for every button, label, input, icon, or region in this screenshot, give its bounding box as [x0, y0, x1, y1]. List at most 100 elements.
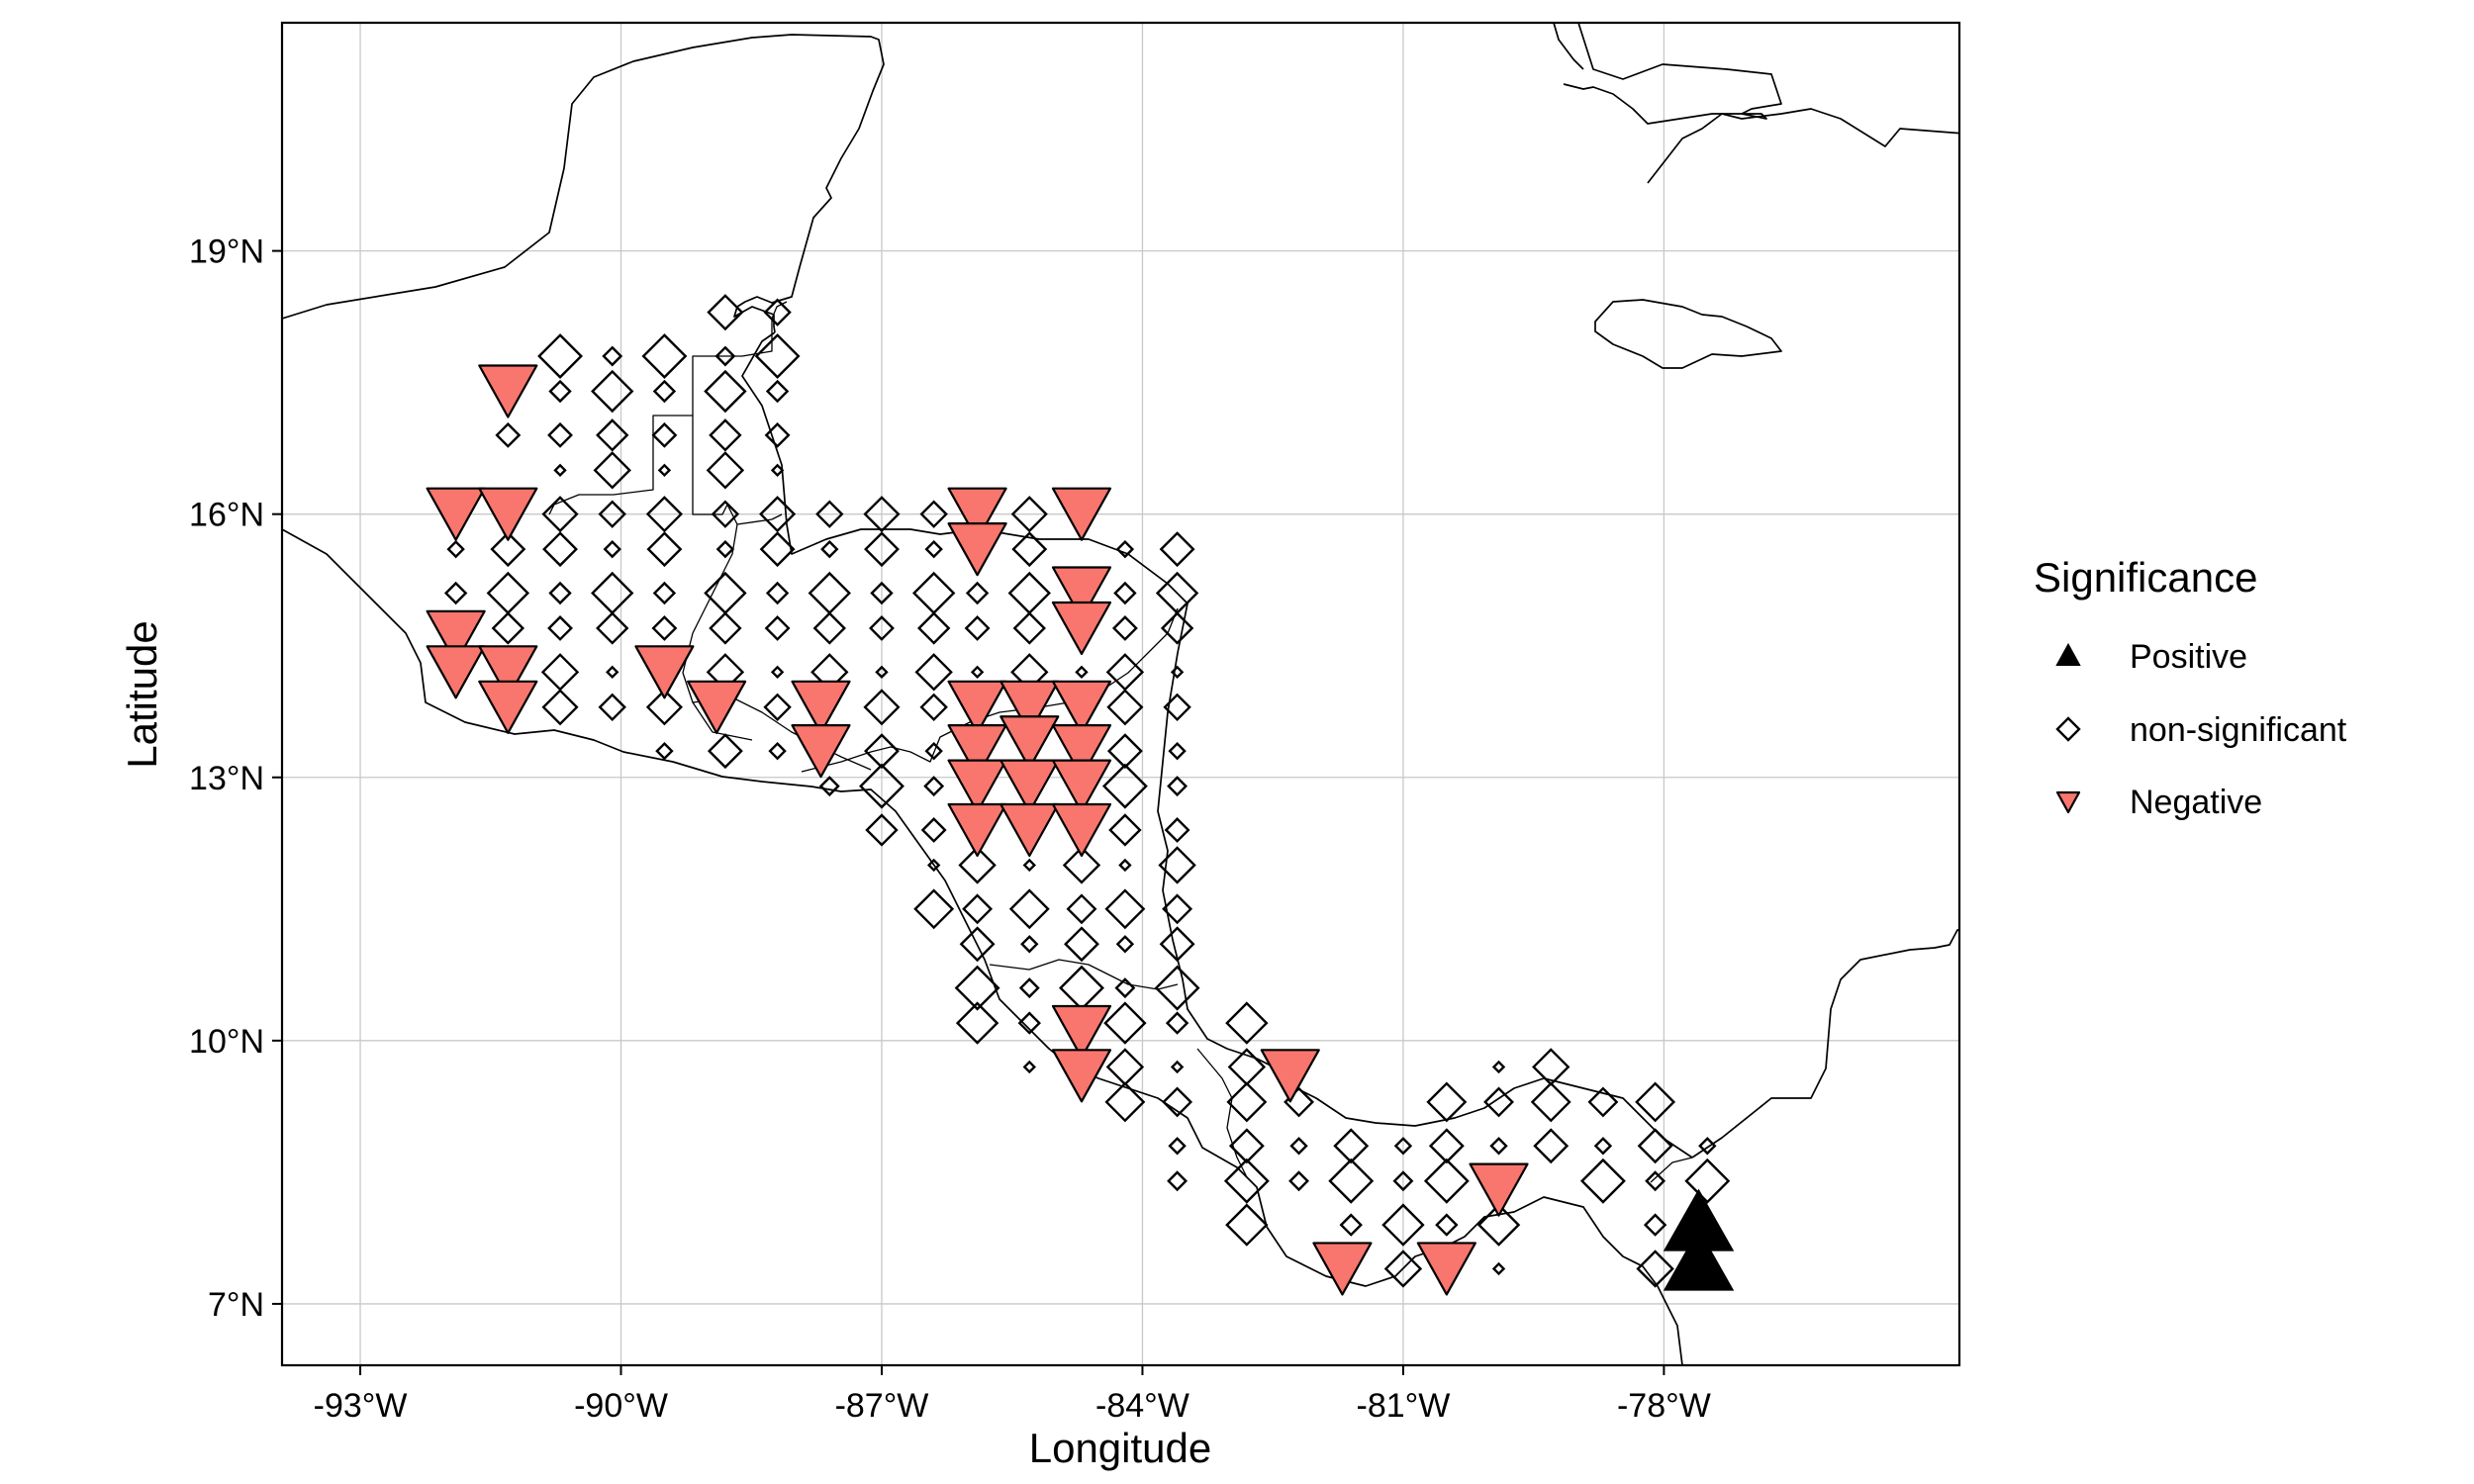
legend-key-positive [2055, 642, 2081, 666]
point-non-significant [916, 611, 951, 645]
y-axis-title: Latitude [119, 620, 165, 768]
point-negative [426, 487, 486, 541]
point-non-significant [870, 581, 894, 605]
point-non-significant [970, 665, 985, 680]
point-non-significant [1491, 1261, 1506, 1276]
point-non-significant [542, 531, 578, 568]
point-negative [791, 724, 851, 779]
point-non-significant [1489, 1137, 1508, 1156]
x-tick-label: -90°W [574, 1387, 668, 1425]
point-non-significant [602, 345, 623, 367]
point-non-significant [764, 615, 791, 641]
point-non-significant [1165, 1011, 1189, 1035]
border-nicaragua-costa-rica [989, 959, 1179, 990]
legend-item-non-significant: non-significant [2055, 711, 2347, 749]
point-non-significant [1163, 693, 1191, 722]
legend-key-non-significant [2055, 716, 2081, 742]
x-axis-title: Longitude [1029, 1425, 1212, 1471]
coastline-mexico [282, 34, 885, 333]
plot-panel [280, 21, 1961, 1367]
point-non-significant [965, 581, 990, 605]
point-non-significant [1101, 763, 1148, 809]
point-non-significant [1532, 1048, 1570, 1086]
point-negative [1051, 1004, 1112, 1060]
point-non-significant [1636, 1250, 1674, 1288]
point-non-significant [596, 611, 629, 645]
point-non-significant [1064, 926, 1099, 963]
point-non-significant [820, 539, 839, 559]
point-non-significant [540, 653, 580, 692]
legend-label-non-significant: non-significant [2130, 711, 2347, 749]
plot-points [426, 294, 1735, 1296]
point-non-significant [1011, 531, 1048, 568]
point-non-significant [553, 463, 567, 478]
point-non-significant [1022, 1060, 1036, 1074]
point-non-significant [1579, 1158, 1626, 1204]
point-non-significant [709, 418, 742, 452]
point-non-significant [1225, 1203, 1269, 1247]
point-non-significant [964, 615, 991, 641]
point-non-significant [704, 571, 747, 615]
point-non-significant [1159, 926, 1195, 963]
point-non-significant [1333, 1128, 1370, 1164]
point-non-significant [1328, 1158, 1375, 1204]
point-non-significant [655, 741, 674, 761]
point-non-significant [657, 463, 672, 478]
point-non-significant [869, 615, 895, 641]
point-non-significant [593, 451, 631, 490]
point-non-significant [1383, 1250, 1423, 1288]
point-non-significant [1106, 733, 1143, 770]
point-non-significant [711, 500, 740, 528]
point-non-significant [919, 693, 948, 722]
point-non-significant [808, 571, 851, 615]
x-tick-label: -84°W [1095, 1387, 1189, 1425]
point-non-significant [1491, 1060, 1506, 1074]
y-axis: 7°N 10°N 13°N 16°N 19°N [189, 233, 282, 1324]
point-non-significant [541, 496, 579, 533]
gridlines [282, 23, 1959, 1365]
point-non-significant [765, 379, 790, 404]
point-non-significant [1115, 935, 1135, 954]
point-non-significant [759, 531, 796, 568]
point-positive [1663, 1228, 1735, 1291]
point-negative [1051, 487, 1112, 541]
point-non-significant [490, 531, 526, 568]
point-non-significant [486, 571, 530, 615]
point-non-significant [1103, 1001, 1147, 1045]
point-non-significant [606, 665, 619, 680]
point-non-significant [707, 733, 743, 770]
point-negative [1051, 724, 1112, 779]
point-non-significant [1066, 893, 1097, 925]
point-non-significant [1164, 817, 1190, 843]
point-negative [478, 680, 538, 734]
point-non-significant [1167, 776, 1189, 797]
point-non-significant [443, 581, 468, 605]
point-negative [1051, 759, 1112, 813]
point-non-significant [875, 665, 889, 680]
point-negative [791, 680, 851, 734]
point-non-significant [1288, 1170, 1309, 1192]
point-non-significant [1533, 1128, 1570, 1164]
point-non-significant [1167, 1170, 1189, 1192]
x-tick-label: -81°W [1357, 1387, 1451, 1425]
point-non-significant [1289, 1137, 1308, 1156]
point-non-significant [537, 333, 583, 379]
point-non-significant [652, 379, 677, 404]
point-non-significant [1435, 1213, 1459, 1237]
x-tick-label: -93°W [314, 1387, 408, 1425]
y-tick-label: 16°N [189, 497, 264, 534]
point-non-significant [1162, 1086, 1193, 1118]
legend-label-negative: Negative [2130, 784, 2262, 821]
point-non-significant [1643, 1213, 1667, 1237]
point-non-significant [603, 539, 621, 559]
point-non-significant [591, 571, 634, 615]
point-negative [478, 645, 538, 699]
point-non-significant [1637, 1128, 1673, 1164]
coastline-caribbean [741, 331, 1693, 1159]
point-non-significant [1645, 1170, 1666, 1192]
point-non-significant [765, 581, 790, 605]
point-negative [426, 609, 486, 664]
point-non-significant [770, 463, 785, 478]
point-non-significant [1170, 1060, 1185, 1074]
point-non-significant [1010, 496, 1048, 533]
